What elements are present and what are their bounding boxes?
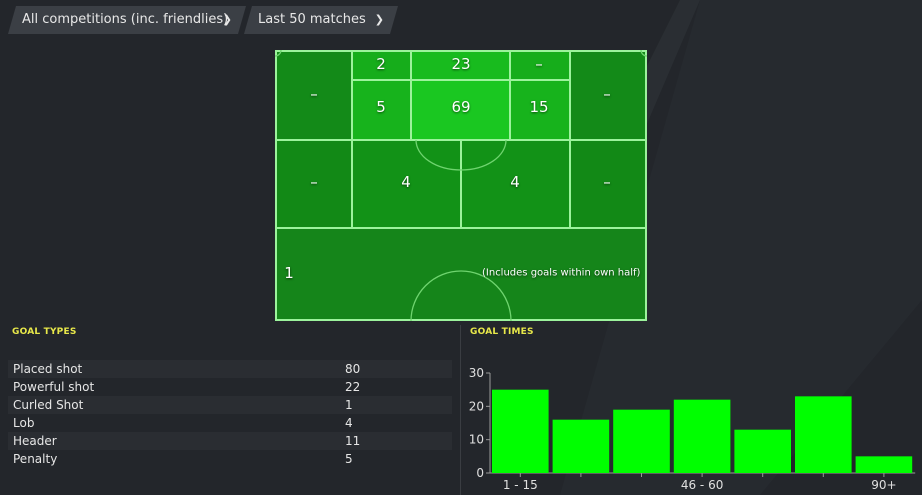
zone-outside-far-right: – [603, 173, 611, 191]
goal-type-value: 5 [345, 452, 353, 466]
goal-type-label: Powerful shot [13, 380, 95, 394]
goal-time-bar [552, 419, 610, 473]
goal-time-bar [795, 396, 852, 473]
goal-type-row: Penalty 5 [8, 450, 452, 468]
goal-type-row: Lob 4 [8, 414, 452, 432]
y-tick-label: 20 [469, 399, 484, 413]
goal-type-value: 4 [345, 416, 353, 430]
section-divider [460, 325, 461, 495]
zone-outside-far-left: – [310, 173, 318, 191]
goal-times-chart: 0 10 20 30 1 - 15 46 - 60 90+ [469, 366, 916, 492]
goal-times-title: GOAL TIMES [470, 327, 534, 337]
zone-six-yard-right: – [535, 55, 543, 73]
goal-type-label: Penalty [13, 452, 58, 466]
zone-box-right-wide: – [603, 85, 611, 103]
x-tick-label: 46 - 60 [681, 478, 724, 492]
goal-type-row: Placed shot 80 [8, 360, 452, 378]
goal-type-row: Curled Shot 1 [8, 396, 452, 414]
goal-time-bar [855, 456, 913, 473]
goal-type-row: Header 11 [8, 432, 452, 450]
goal-type-label: Curled Shot [13, 398, 84, 412]
zone-six-yard-center: 23 [451, 55, 471, 73]
zone-penalty-right: 15 [529, 98, 549, 116]
period-filter-dropdown[interactable]: Last 50 matches ❯ [244, 6, 398, 34]
zone-long-range: 1 [284, 264, 294, 282]
x-tick-label: 1 - 15 [503, 478, 538, 492]
goal-type-value: 80 [345, 362, 361, 376]
goal-locations-pitch: 2 23 – – – 5 69 15 – 4 4 – 1 (Includes g… [275, 50, 647, 321]
goal-time-bar [613, 409, 670, 473]
chevron-down-icon: ❯ [374, 13, 384, 26]
zone-penalty-left: 5 [376, 98, 386, 116]
goal-types-title: GOAL TYPES [12, 327, 77, 337]
pitch-graphic [275, 50, 647, 321]
goal-type-label: Header [13, 434, 57, 448]
y-tick-label: 30 [469, 366, 484, 380]
zone-box-left-wide: – [310, 85, 318, 103]
goal-time-bar [673, 399, 731, 473]
goal-time-bar [734, 429, 791, 473]
goal-type-label: Lob [13, 416, 35, 430]
goal-type-label: Placed shot [13, 362, 83, 376]
zone-outside-right: 4 [510, 173, 520, 191]
own-half-note: (Includes goals within own half) [482, 267, 641, 279]
competition-filter-label: All competitions (inc. friendlies) [22, 12, 229, 27]
zone-penalty-center: 69 [451, 98, 471, 116]
y-tick-label: 0 [476, 466, 484, 480]
goal-time-bar [492, 389, 549, 473]
competition-filter-dropdown[interactable]: All competitions (inc. friendlies) ❯ [8, 6, 246, 34]
goal-type-value: 22 [345, 380, 361, 394]
goal-type-row: Powerful shot 22 [8, 378, 452, 396]
chevron-down-icon: ❯ [222, 13, 232, 26]
goal-type-value: 1 [345, 398, 353, 412]
zone-outside-left: 4 [401, 173, 411, 191]
goal-type-value: 11 [345, 434, 361, 448]
y-tick-label: 10 [469, 433, 484, 447]
zone-six-yard-left: 2 [376, 55, 386, 73]
period-filter-label: Last 50 matches [258, 12, 366, 27]
x-tick-label: 90+ [871, 478, 896, 492]
